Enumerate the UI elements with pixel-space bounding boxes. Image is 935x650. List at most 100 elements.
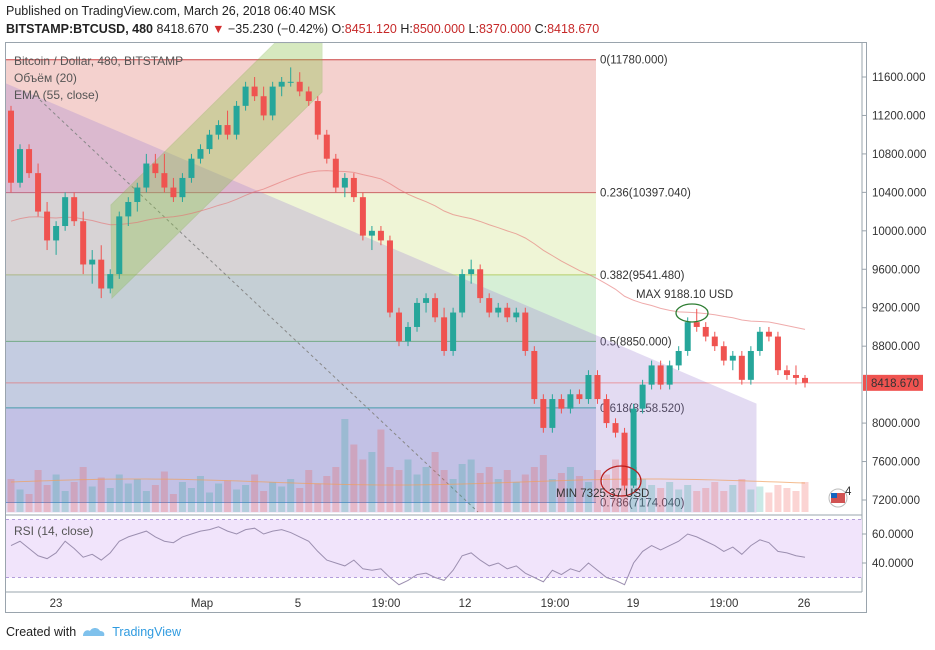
volume-bar [206, 492, 213, 512]
candle-body [98, 259, 105, 289]
price-tick-label: 7600.000 [872, 457, 920, 469]
candle-body [314, 101, 321, 135]
volume-bar [332, 467, 340, 512]
volume-bar [593, 470, 601, 512]
volume-bar [747, 489, 755, 512]
volume-bar [224, 480, 232, 512]
volume-bar [251, 474, 259, 512]
candle-body [657, 365, 664, 385]
volume-bar [675, 489, 683, 512]
legend-volume: Объём (20) [14, 71, 77, 85]
ohlc-high: 8500.000 [412, 22, 466, 36]
candle-body [71, 197, 78, 222]
volume-bar [404, 459, 412, 512]
candle-body [44, 211, 51, 241]
rsi-tick-label: 60.0000 [872, 529, 914, 541]
candle-body [684, 322, 691, 351]
candle-body [792, 375, 799, 378]
candle-body [8, 110, 14, 183]
candle-body [540, 399, 547, 428]
candle-body [35, 173, 42, 212]
volume-bar [666, 482, 674, 512]
price-tick-label: 8000.000 [872, 418, 920, 430]
volume-bar [431, 452, 439, 512]
candle-body [107, 274, 114, 289]
volume-bar [25, 494, 33, 512]
fib-zone [6, 407, 596, 503]
candle-body [53, 226, 60, 241]
volume-bar [124, 483, 132, 512]
candle-body [62, 197, 69, 227]
volume-bar [684, 485, 692, 512]
volume-ma-line [10, 478, 806, 486]
footer-brand[interactable]: TradingView [112, 625, 181, 639]
candle-body [612, 423, 619, 433]
candle-body [116, 216, 123, 275]
volume-bar [765, 492, 773, 512]
volume-bar [34, 470, 42, 512]
candle-body [368, 230, 375, 236]
volume-bar [639, 479, 647, 512]
volume-bar [260, 491, 268, 512]
candle-body [287, 81, 294, 83]
volume-bar [178, 482, 186, 512]
fib-level-label: 0.786(7174.040) [600, 497, 685, 509]
candle-body [278, 81, 285, 87]
candle-body [639, 384, 646, 409]
fib-level-label: 0(11780.000) [600, 55, 668, 67]
candle-body [567, 394, 574, 409]
volume-bar [603, 474, 610, 512]
candle-body [395, 312, 402, 342]
volume-bar [386, 467, 394, 512]
candle-body [188, 158, 195, 178]
candle-body [215, 125, 222, 135]
fib-zone [6, 192, 596, 275]
flag-icon-count: 4 [845, 486, 852, 498]
candle-body [386, 240, 393, 313]
candle-body [125, 201, 132, 217]
price-tick-label: 11600.000 [872, 72, 926, 84]
volume-bar [395, 470, 403, 512]
time-tick-label: 26 [798, 598, 811, 610]
candle-body [17, 149, 24, 183]
time-tick-label: 12 [459, 598, 472, 610]
rsi-line [10, 526, 806, 586]
change: −35.230 (−0.42%) [227, 22, 329, 36]
volume-bar [521, 474, 529, 512]
volume-bar [169, 494, 177, 512]
candle-body [747, 350, 754, 380]
volume-bar [440, 470, 448, 512]
volume-bar [151, 485, 159, 512]
volume-bar [88, 486, 96, 512]
candle-body [197, 149, 204, 159]
volume-bar [377, 429, 385, 512]
candle-body [648, 365, 655, 385]
volume-bar [711, 482, 719, 512]
ohlc-open-label: O: [331, 22, 345, 36]
legend-title: Bitcoin / Dollar, 480, BITSTAMP [14, 54, 184, 68]
last-price-tag-label: 8418.670 [871, 378, 919, 390]
price-tick-label: 7200.000 [872, 495, 920, 507]
candle-body [756, 331, 763, 351]
volume-bar [269, 482, 277, 512]
volume-bar [79, 467, 87, 512]
candle-body [405, 326, 411, 342]
candle-body [134, 187, 141, 202]
candle-body [765, 331, 772, 337]
volume-bar [187, 488, 195, 512]
volume-bar [233, 489, 241, 512]
volume-bar [548, 479, 556, 512]
volume-bar [215, 483, 223, 512]
symbol-line: BITSTAMP:BTCUSD, 480 8418.670 ▼ −35.230 … [6, 22, 599, 36]
ohlc-close-label: C: [534, 22, 548, 36]
candle-body [441, 317, 448, 351]
candle-body [711, 336, 718, 347]
price-tick-label: 11200.000 [872, 110, 926, 122]
candle-body [341, 177, 348, 188]
candle-body [531, 350, 538, 400]
max-annotation: MAX 9188.10 USD [636, 289, 733, 301]
volume-bar [630, 467, 638, 512]
candle-body [693, 322, 700, 327]
fib-level-label: 0.382(9541.480) [600, 270, 685, 282]
